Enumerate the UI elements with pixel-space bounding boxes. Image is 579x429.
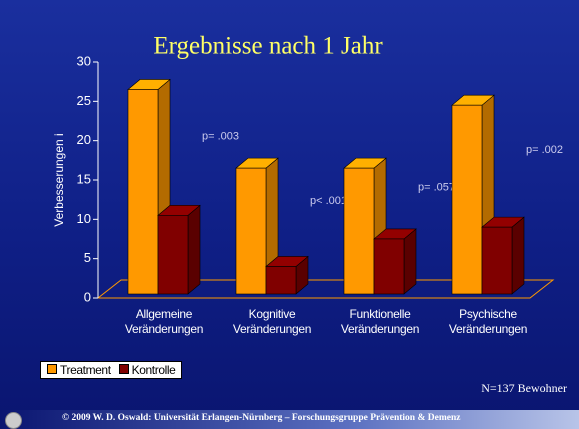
x-tick-label: Psychische Veränderungen [448,307,528,336]
legend-item: Treatment [47,363,111,377]
bar-front [373,238,405,295]
bar-front [235,167,267,295]
legend-label: Treatment [60,363,111,377]
bar-side [511,216,525,295]
chart-title: Ergebnisse nach 1 Jahr [153,33,383,60]
bar-front [157,215,189,295]
annotation: p= .057 [418,181,455,193]
annotation: p= .003 [202,130,239,142]
bar-front [265,266,297,295]
bar [265,255,309,295]
y-axis-label: Verbesserungen i [52,133,66,226]
bar-front [343,167,375,295]
y-tick-label: 25 [77,93,91,108]
y-tick-label: 0 [84,289,91,304]
x-tick-label: Funktionelle Veränderungen [340,307,420,336]
y-tick-label: 30 [77,53,91,68]
y-tick-label: 10 [77,211,91,226]
bar [157,204,201,295]
legend-swatch [47,364,57,374]
x-tick-label: Kognitive Veränderungen [232,307,312,336]
bar-front [127,89,159,295]
bar-side [403,228,417,295]
bar-front [451,104,483,295]
y-tick-label: 5 [84,250,91,265]
legend-item: Kontrolle [118,363,176,377]
legend-label: Kontrolle [131,363,176,377]
y-tick-label: 20 [77,132,91,147]
annotation: p= .002 [526,144,563,156]
legend: Treatment Kontrolle [40,361,183,379]
bar-front [481,226,513,295]
floor [96,279,555,299]
bar-side [187,204,201,295]
note: N=137 Bewohner [481,381,567,395]
legend-swatch [118,364,129,374]
footer: © 2009 W. D. Oswald: Universität Erlange… [0,410,579,429]
annotation: p< .001 [310,195,347,207]
bar [481,216,525,295]
y-tick-label: 15 [77,171,91,186]
logo [5,412,22,429]
footer-text: © 2009 W. D. Oswald: Universität Erlange… [62,413,461,423]
bar [373,228,417,295]
x-tick-label: Allgemeine Veränderungen [124,307,204,336]
